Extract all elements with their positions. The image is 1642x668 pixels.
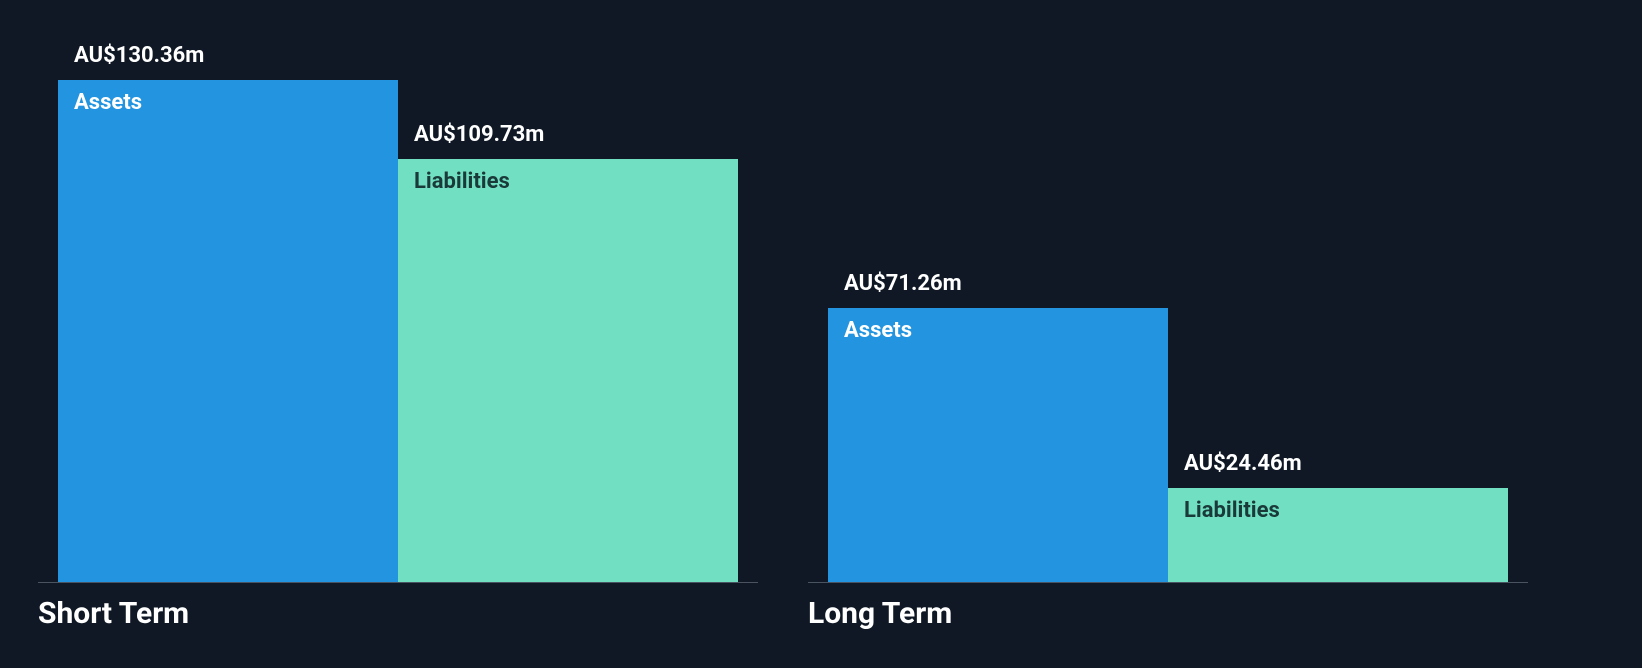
- group-title: Short Term: [38, 596, 189, 631]
- bar-assets: Assets: [828, 308, 1168, 582]
- bar-value-label: AU$130.36m: [74, 43, 204, 68]
- bar-inner-label: Liabilities: [414, 169, 510, 194]
- baseline: [808, 582, 1528, 583]
- bar-value-label: AU$71.26m: [844, 271, 962, 296]
- baseline: [38, 582, 758, 583]
- bar-inner-label: Assets: [74, 90, 142, 115]
- chart-root: Short Term Assets AU$130.36m Liabilities AU$…: [0, 0, 1642, 668]
- bar-value-label: AU$109.73m: [414, 122, 544, 147]
- bar-inner-label: Liabilities: [1184, 498, 1280, 523]
- bar-value-label: AU$24.46m: [1184, 451, 1302, 476]
- bar-assets: Assets: [58, 80, 398, 582]
- group-title: Long Term: [808, 596, 952, 631]
- bar-liabilities: Liabilities: [398, 159, 738, 582]
- bar-inner-label: Assets: [844, 318, 912, 343]
- bar-liabilities: Liabilities: [1168, 488, 1508, 582]
